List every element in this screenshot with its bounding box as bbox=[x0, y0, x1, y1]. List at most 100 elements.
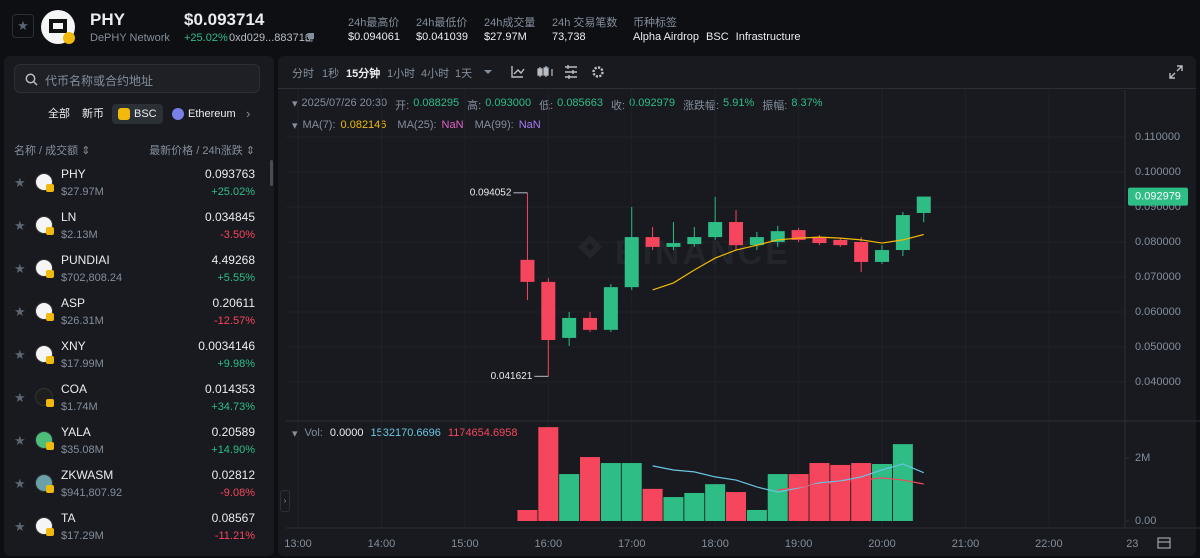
x-tick-label: 13:00 bbox=[284, 538, 312, 550]
token-price: 0.02812 bbox=[211, 468, 255, 482]
interval[interactable]: 15分钟 bbox=[346, 68, 381, 80]
stat-label: 24h最高价 bbox=[348, 17, 400, 29]
interval[interactable]: 分时 bbox=[292, 68, 314, 80]
info-value: 0.088295 bbox=[413, 97, 460, 109]
favorite-star[interactable]: ★ bbox=[14, 433, 26, 448]
indicator-icon[interactable] bbox=[565, 65, 577, 79]
tab[interactable]: 全部 bbox=[48, 104, 70, 124]
ma-line bbox=[652, 233, 924, 291]
token-volume: $26.31M bbox=[61, 315, 104, 327]
collapse-arrow[interactable]: ▾ bbox=[292, 120, 298, 132]
token-row[interactable]: ★ XNY $17.99M 0.0034146 +9.98% bbox=[4, 334, 270, 376]
favorite-star[interactable]: ★ bbox=[14, 347, 26, 362]
collapse-arrow[interactable]: ▾ bbox=[292, 98, 298, 110]
chain-badge bbox=[46, 227, 54, 235]
chain-badge bbox=[46, 184, 54, 192]
search-box[interactable]: 代币名称或合约地址 bbox=[14, 64, 260, 93]
favorite-star[interactable]: ★ bbox=[14, 519, 26, 534]
volume-bar bbox=[809, 463, 830, 522]
favorite-button[interactable]: ★ bbox=[12, 14, 34, 38]
info-value: 0.085663 bbox=[557, 97, 604, 109]
toolbar-icons bbox=[484, 65, 604, 79]
collapse-panel-button[interactable]: › bbox=[280, 490, 290, 512]
address: 0xd029...883716 bbox=[229, 32, 311, 44]
token-row[interactable]: ★ ZKWASM $941,807.92 0.02812 -9.08% bbox=[4, 463, 270, 505]
stat-label: 24h 交易笔数 bbox=[552, 17, 618, 29]
dropdown-icon[interactable] bbox=[484, 70, 492, 74]
candle-body bbox=[520, 259, 535, 282]
stat-value: $27.97M bbox=[484, 31, 527, 43]
fullscreen-icon[interactable] bbox=[1169, 65, 1183, 79]
candle-body bbox=[729, 222, 744, 246]
favorite-star[interactable]: ★ bbox=[14, 304, 26, 319]
volume-bar bbox=[642, 488, 663, 522]
ma-value: NaN bbox=[518, 119, 541, 131]
tab[interactable]: Ethereum bbox=[166, 104, 242, 124]
favorite-star[interactable]: ★ bbox=[14, 476, 26, 491]
stat-value: $0.041039 bbox=[416, 31, 468, 43]
chain-badge bbox=[46, 356, 54, 364]
ma-value: NaN bbox=[441, 119, 464, 131]
token-price: 0.014353 bbox=[204, 382, 255, 396]
token-symbol: ZKWASM bbox=[61, 468, 114, 482]
volume-ma-value: 1532170.6696 bbox=[370, 427, 441, 439]
favorite-star[interactable]: ★ bbox=[14, 175, 26, 190]
token-logo bbox=[41, 10, 75, 44]
chain-badge bbox=[46, 485, 54, 493]
favorite-star[interactable]: ★ bbox=[14, 218, 26, 233]
interval[interactable]: 4小时 bbox=[421, 68, 450, 80]
candle-type-icon[interactable] bbox=[537, 66, 553, 77]
token-row[interactable]: ★ TA $17.29M 0.08567 -11.21% bbox=[4, 506, 270, 548]
tab[interactable]: BSC bbox=[112, 104, 163, 124]
y-tick-label: 0.110000 bbox=[1135, 131, 1180, 143]
y-tick-label: 0.080000 bbox=[1135, 236, 1181, 248]
settings-button[interactable] bbox=[1150, 533, 1178, 553]
token-volume: $17.29M bbox=[61, 530, 104, 542]
favorite-star[interactable]: ★ bbox=[14, 390, 26, 405]
info-label: 低: bbox=[539, 100, 554, 112]
collapse-arrow[interactable]: ▾ bbox=[292, 428, 298, 440]
col-right[interactable]: 最新价格 / 24h涨跌 ⇕ bbox=[149, 145, 255, 157]
tab[interactable]: 新币 bbox=[82, 104, 104, 124]
volume-bar bbox=[517, 509, 538, 522]
candle-body bbox=[812, 237, 827, 244]
favorite-star[interactable]: ★ bbox=[14, 261, 26, 276]
chart-panel bbox=[278, 56, 1196, 556]
info-label: 涨跌幅: bbox=[682, 100, 720, 112]
token-volume: $17.99M bbox=[61, 358, 104, 370]
tag: Infrastructure bbox=[735, 31, 801, 43]
token-symbol: PUNDIAI bbox=[61, 253, 110, 267]
token-row[interactable]: ★ PHY $27.97M 0.093763 +25.02% bbox=[4, 162, 270, 204]
copy-icon[interactable] bbox=[305, 32, 315, 42]
tag: Alpha Airdrop bbox=[633, 31, 700, 43]
tabs-next[interactable]: › bbox=[246, 106, 251, 121]
volume-bar bbox=[788, 474, 809, 522]
token-row[interactable]: ★ ASP $26.31M 0.20611 -12.57% bbox=[4, 291, 270, 333]
token-row[interactable]: ★ COA $1.74M 0.014353 +34.73% bbox=[4, 377, 270, 419]
ma-name: MA(7): bbox=[302, 119, 336, 131]
col-left[interactable]: 名称 / 成交额 ⇕ bbox=[14, 145, 91, 157]
token-volume: $35.08M bbox=[61, 444, 104, 456]
search-placeholder: 代币名称或合约地址 bbox=[45, 74, 154, 88]
token-row[interactable]: ★ LN $2.13M 0.034845 -3.50% bbox=[4, 205, 270, 247]
volume-bar bbox=[580, 457, 601, 522]
candle-body bbox=[603, 287, 618, 330]
token-row[interactable]: ★ YALA $35.08M 0.20589 +14.90% bbox=[4, 420, 270, 462]
col-right-label: 最新价格 / 24h涨跌 bbox=[149, 145, 243, 157]
token-row[interactable]: ★ PUNDIAI $702,808.24 4.49268 +5.55% bbox=[4, 248, 270, 290]
interval[interactable]: 1天 bbox=[455, 68, 473, 80]
interval[interactable]: 1小时 bbox=[387, 68, 416, 80]
info-label: 收: bbox=[611, 100, 626, 112]
interval[interactable]: 1秒 bbox=[322, 68, 340, 80]
x-tick-label: 23 bbox=[1126, 538, 1138, 550]
token-change: -9.08% bbox=[220, 487, 255, 499]
candle-body bbox=[875, 250, 890, 262]
annotation: 0.041621 bbox=[491, 371, 533, 382]
scrollbar[interactable] bbox=[270, 160, 273, 186]
token-symbol: LN bbox=[61, 210, 77, 224]
x-tick-label: 14:00 bbox=[368, 538, 396, 550]
line-tool-icon[interactable] bbox=[511, 66, 525, 78]
chain-badge bbox=[46, 270, 54, 278]
candle-body bbox=[708, 222, 723, 238]
